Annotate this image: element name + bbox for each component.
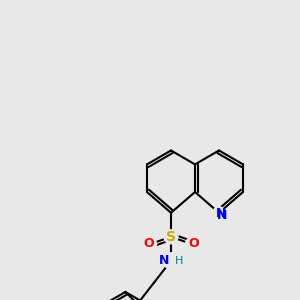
Circle shape — [185, 238, 197, 250]
Text: H: H — [175, 256, 183, 266]
Text: O: O — [188, 238, 199, 250]
Text: N: N — [216, 207, 226, 220]
Text: N: N — [217, 209, 227, 222]
Circle shape — [145, 238, 157, 250]
Circle shape — [164, 230, 178, 244]
Circle shape — [163, 253, 179, 269]
Text: S: S — [166, 230, 176, 244]
Text: O: O — [143, 238, 154, 250]
Circle shape — [213, 207, 225, 219]
Text: N: N — [159, 254, 169, 267]
